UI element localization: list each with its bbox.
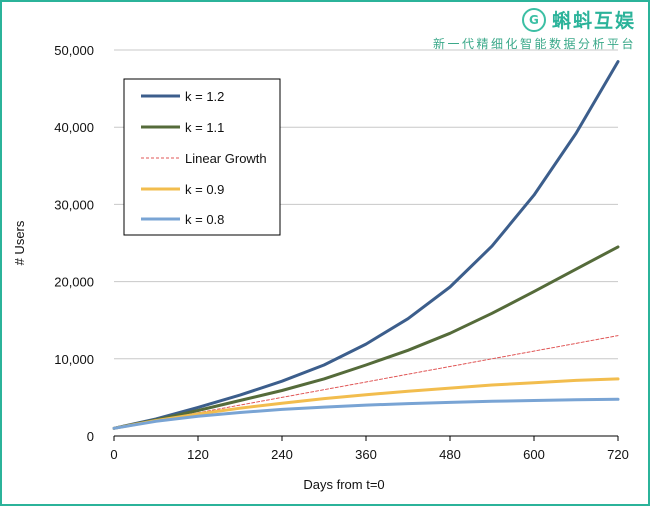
y-tick-label: 30,000 [54,197,94,212]
legend: k = 1.2 k = 1.1 Linear Growth k = 0.9 k = 0.… [123,78,281,236]
brand-tagline: 新一代精细化智能数据分析平台 [432,37,636,51]
x-tick-label: 360 [355,447,377,462]
series-line [112,245,620,430]
series-line [112,397,620,430]
x-axis-title: Days from t=0 [303,477,384,492]
x-tick-label: 600 [523,447,545,462]
g-circle-logo-icon: G [521,7,546,32]
y-tick-label: 10,000 [54,352,94,367]
series-line [112,60,620,430]
tick-labels: 0 10,000 20,000 30,000 40,000 50,000 0 120 240 36… [54,43,629,462]
legend-label: k = 1.1 [185,120,224,135]
y-tick-label: 0 [87,429,94,444]
legend-label: k = 1.2 [185,89,224,104]
brand-watermark: G 蝌蚪互娱 新一代精细化智能数据分析平台 [433,6,636,52]
y-tick-label: 20,000 [54,275,94,290]
x-tick-label: 480 [439,447,461,462]
y-tick-label: 40,000 [54,120,94,135]
series-line [112,377,620,430]
x-tick-label: 720 [607,447,629,462]
x-tick-label: 240 [271,447,293,462]
legend-label: Linear Growth [185,151,267,166]
brand-name: 蝌蚪互娱 [551,10,636,32]
legend-label: k = 0.9 [185,182,224,197]
brand-row: G 蝌蚪互娱 [433,6,636,33]
legend-label: k = 0.8 [185,212,224,227]
y-tick-label: 50,000 [54,43,94,58]
legend-box [123,78,281,236]
series-lines [112,60,620,430]
x-tick-label: 120 [187,447,209,462]
y-axis-title: # Users [12,220,27,265]
x-tick-label: 0 [110,447,117,462]
